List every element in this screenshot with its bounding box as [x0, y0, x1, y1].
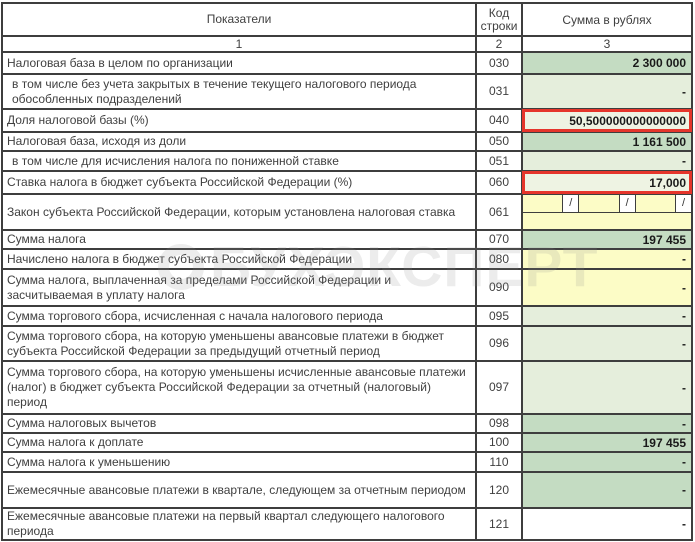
law-code-input-1[interactable] [523, 195, 563, 212]
indicator-label: в том числе без учета закрытых в течение… [12, 76, 417, 106]
amount-value[interactable]: - [523, 415, 691, 432]
line-code: 095 [475, 307, 523, 325]
amount-value[interactable]: 197 455 [523, 231, 691, 248]
row-080: Начислено налога в бюджет субъекта Росси… [3, 248, 691, 268]
line-code: 097 [475, 362, 523, 413]
indicator-label: Налоговая база в целом по организации [7, 55, 233, 70]
row-098: Сумма налоговых вычетов 098 - [3, 413, 691, 432]
col-header-indicators: Показатели [206, 12, 272, 26]
indicator-label: Закон субъекта Российской Федерации, кот… [7, 204, 456, 219]
indicator-label: Сумма налога, выплаченная за пределами Р… [7, 272, 392, 302]
indicator-label: Сумма налога к доплате [7, 435, 144, 449]
amount-input[interactable]: - [523, 270, 691, 305]
amount-value-highlighted[interactable]: 50,500000000000000 [522, 109, 692, 132]
amount-value[interactable]: 1 161 500 [523, 133, 691, 150]
slash-separator: / [618, 195, 636, 212]
indicator-label: Ежемесячные авансовые платежи в квартале… [7, 482, 466, 497]
indicator-label: Сумма торгового сбора, на которую уменьш… [7, 365, 466, 409]
row-051: в том числе для исчисления налога по пон… [3, 150, 691, 170]
line-code: 100 [475, 434, 523, 451]
col-num-1: 1 [235, 37, 243, 51]
indicator-label: Сумма торгового сбора, исчисленная с нач… [7, 308, 383, 323]
row-097: Сумма торгового сбора, на которую уменьш… [3, 360, 691, 413]
amount-value[interactable]: - [523, 362, 691, 413]
indicator-label: Сумма торгового сбора, на которую уменьш… [7, 328, 445, 358]
row-090: Сумма налога, выплаченная за пределами Р… [3, 268, 691, 305]
amount-value[interactable]: - [523, 453, 691, 471]
amount-value[interactable]: - [523, 75, 691, 108]
law-code-input-3[interactable] [635, 195, 675, 212]
indicator-label: в том числе для исчисления налога по пон… [12, 153, 339, 168]
line-code: 040 [475, 110, 523, 131]
line-code: 030 [475, 53, 523, 73]
col-header-amount: Сумма в рублях [562, 12, 652, 27]
amount-value[interactable]: - [523, 327, 691, 360]
indicator-label: Сумма налога к уменьшению [7, 454, 171, 469]
amount-value[interactable]: - [523, 509, 691, 539]
indicator-label: Сумма налога [7, 232, 86, 246]
amount-input[interactable]: - [523, 250, 691, 268]
line-code: 060 [475, 172, 523, 193]
law-code-input-4[interactable] [523, 212, 691, 229]
row-050: Налоговая база, исходя из доли 050 1 161… [3, 131, 691, 150]
amount-value[interactable]: 197 455 [523, 434, 691, 451]
col-num-2: 2 [475, 37, 523, 51]
row-030: Налоговая база в целом по организации 03… [3, 51, 691, 73]
indicator-label: Доля налоговой базы (%) [7, 113, 149, 127]
amount-value-highlighted[interactable]: 17,000 [522, 171, 692, 194]
row-040: Доля налоговой базы (%) 040 50,500000000… [3, 108, 692, 132]
amount-value[interactable]: - [523, 473, 691, 507]
row-060: Ставка налога в бюджет субъекта Российск… [3, 170, 692, 194]
line-code: 098 [475, 415, 523, 432]
row-121: Ежемесячные авансовые платежи на первый … [3, 507, 691, 539]
law-code-segments: / / / [523, 195, 691, 213]
line-code: 050 [475, 133, 523, 150]
indicator-label: Ежемесячные авансовые платежи на первый … [7, 509, 445, 538]
indicator-label: Ставка налога в бюджет субъекта Российск… [7, 175, 353, 189]
line-code: 031 [475, 75, 523, 108]
line-code: 120 [475, 473, 523, 507]
row-110: Сумма налога к уменьшению 110 - [3, 451, 691, 471]
row-061: Закон субъекта Российской Федерации, кот… [3, 193, 691, 229]
amount-value[interactable]: 2 300 000 [523, 53, 691, 73]
row-100: Сумма налога к доплате 100 197 455 [3, 432, 691, 451]
row-070: Сумма налога 070 197 455 [3, 229, 691, 248]
line-code: 090 [475, 270, 523, 305]
indicator-label: Налоговая база, исходя из доли [7, 134, 187, 148]
amount-value[interactable]: - [523, 307, 691, 325]
row-120: Ежемесячные авансовые платежи в квартале… [3, 471, 691, 507]
line-code: 121 [475, 509, 523, 539]
line-code: 061 [475, 195, 523, 229]
line-code: 110 [475, 453, 523, 471]
row-096: Сумма торгового сбора, на которую уменьш… [3, 325, 691, 360]
line-code: 051 [475, 152, 523, 170]
line-code: 080 [475, 250, 523, 268]
line-code: 070 [475, 231, 523, 248]
law-details-field-group: / / / [523, 195, 691, 229]
row-095: Сумма торгового сбора, исчисленная с нач… [3, 305, 691, 325]
law-code-input-2[interactable] [579, 195, 619, 212]
slash-separator: / [674, 195, 691, 212]
table-header-row: Показатели Код строки Сумма в рублях [3, 4, 691, 35]
line-code: 096 [475, 327, 523, 360]
indicator-label: Начислено налога в бюджет субъекта Росси… [7, 251, 353, 266]
col-header-line-code: Код строки [475, 4, 523, 35]
slash-separator: / [562, 195, 580, 212]
row-031: в том числе без учета закрытых в течение… [3, 73, 691, 108]
amount-value[interactable]: - [523, 152, 691, 170]
column-number-row: 1 2 3 [3, 35, 691, 51]
col-num-3: 3 [603, 37, 611, 51]
indicator-label: Сумма налоговых вычетов [7, 416, 157, 430]
